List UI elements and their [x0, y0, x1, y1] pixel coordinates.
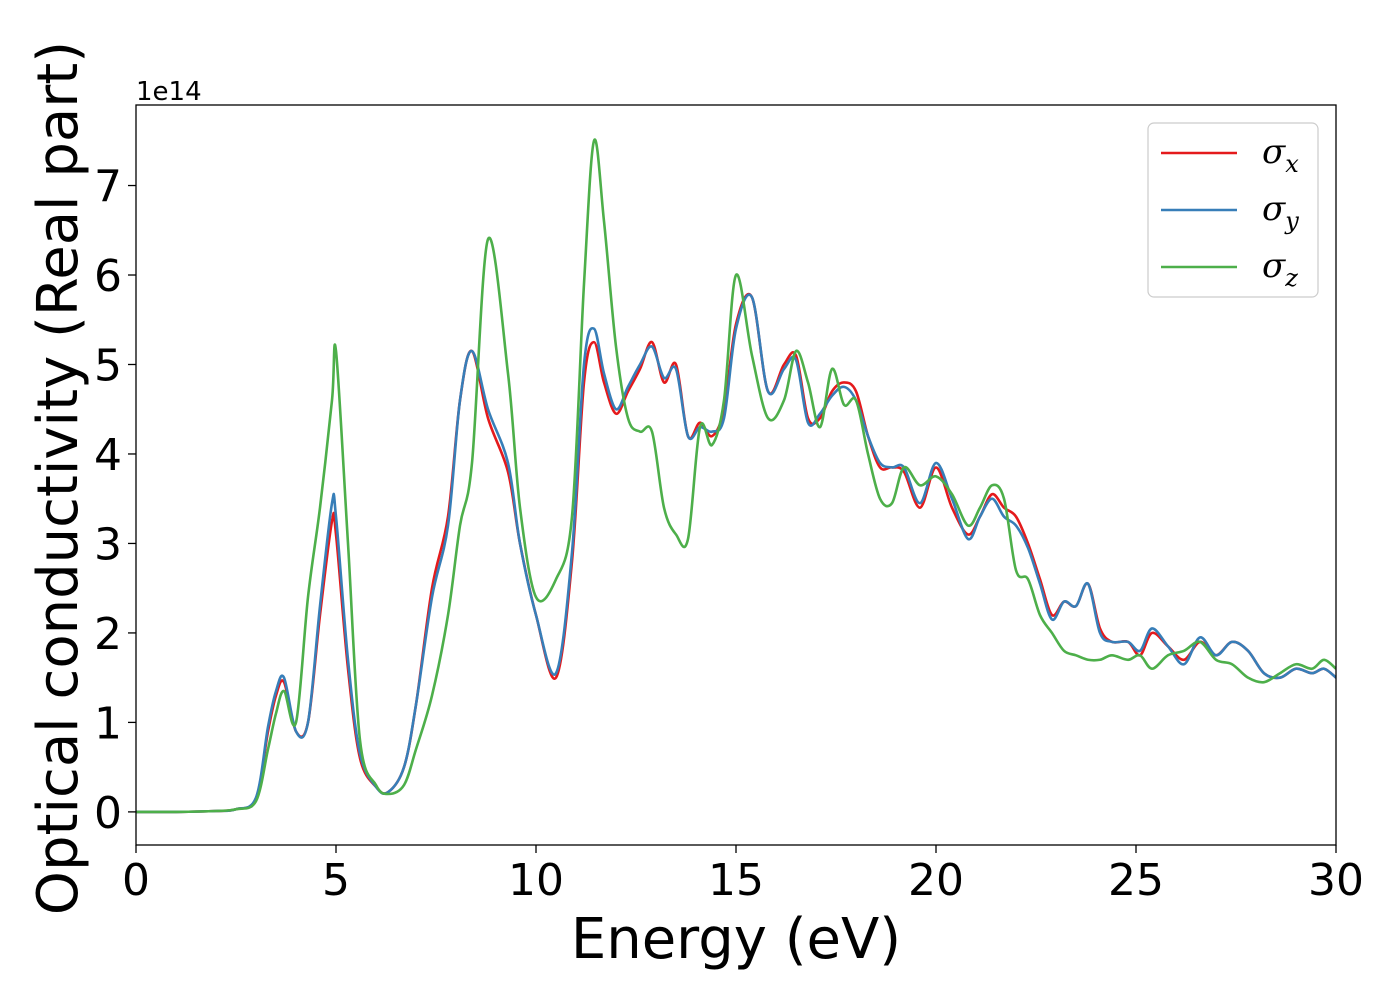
x-tick-label: 0	[122, 855, 150, 906]
legend-symbol: σ	[1262, 132, 1286, 172]
y-tick-label: 0	[94, 788, 122, 839]
series-line-y	[136, 293, 1336, 814]
y-tick-label: 7	[94, 162, 122, 213]
legend-subscript: z	[1284, 264, 1298, 292]
legend-symbol: σ	[1262, 246, 1286, 286]
series-line-z	[136, 138, 1336, 814]
y-tick-label: 6	[94, 251, 122, 302]
x-tick-label: 30	[1308, 855, 1364, 906]
x-tick-label: 5	[322, 855, 350, 906]
ticks-layer: 0 5 10 15 20 25 30 0 1 2 3 4 5 6 7	[94, 162, 1364, 906]
legend-symbol: σ	[1262, 189, 1286, 229]
x-tick-label: 25	[1108, 855, 1164, 906]
x-tick-label: 15	[708, 855, 764, 906]
series-line-x	[136, 292, 1336, 814]
y-tick-label: 2	[94, 609, 122, 660]
x-tick-label: 10	[508, 855, 564, 906]
x-tick-label: 20	[908, 855, 964, 906]
legend-label-y: σy	[1262, 189, 1299, 235]
y-tick-label: 1	[94, 698, 122, 749]
legend-label-x: σx	[1262, 132, 1299, 178]
y-axis-title: Optical conductivity (Real part)	[26, 41, 91, 915]
legend-subscript: x	[1285, 150, 1299, 178]
y-tick-label: 5	[94, 340, 122, 391]
x-axis-title: Energy (eV)	[571, 907, 901, 972]
legend-subscript: y	[1284, 207, 1299, 235]
series-layer	[136, 138, 1336, 814]
y-tick-label: 4	[94, 430, 122, 481]
y-offset-label: 1e14	[136, 77, 202, 107]
y-tick-label: 3	[94, 519, 122, 570]
legend-label-z: σz	[1262, 246, 1298, 292]
